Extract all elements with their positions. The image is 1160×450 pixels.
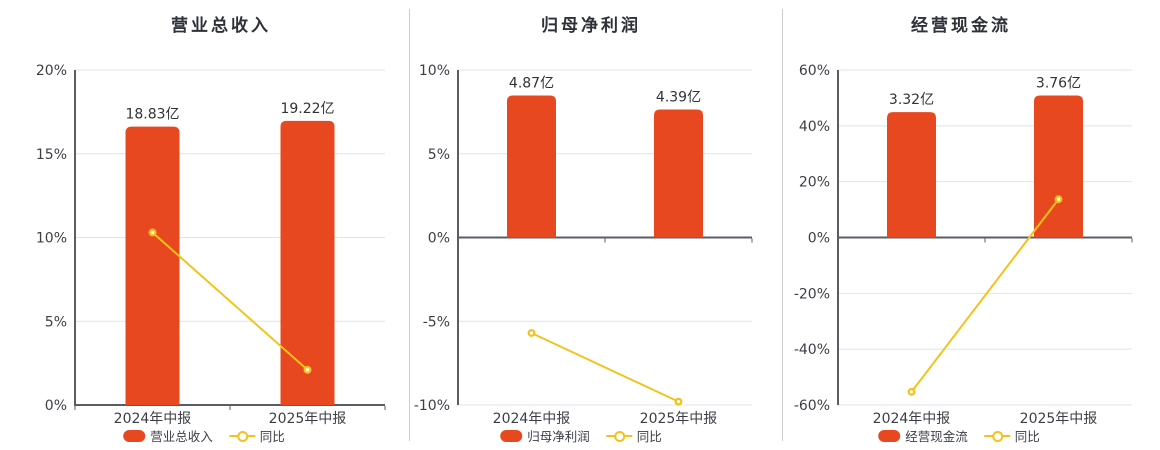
bar[interactable] [887, 112, 936, 238]
yoy-point-marker[interactable] [527, 329, 536, 337]
bar[interactable] [125, 126, 180, 405]
yoy-line [531, 332, 679, 403]
yoy-line [910, 198, 1060, 393]
bar-value-label: 19.22亿 [280, 101, 334, 117]
y-axis-tick-label: 20% [799, 175, 830, 191]
category-label: 2024年中报 [873, 411, 951, 427]
bar[interactable] [1034, 95, 1083, 238]
y-axis-tick-label: 40% [799, 119, 830, 135]
line-series-marker-icon [983, 430, 1010, 442]
bar-value-label: 3.76亿 [1036, 75, 1081, 91]
y-axis-tick-label: 0% [808, 231, 830, 247]
legend-item-yoy-line[interactable]: 同比 [983, 426, 1040, 445]
panel-divider [409, 9, 410, 441]
legend-label: 同比 [259, 429, 285, 444]
legend-label: 同比 [1014, 429, 1040, 444]
legend-revenue: 营业总收入 同比 [123, 426, 285, 445]
y-axis-tick-label: -20% [794, 286, 830, 302]
y-axis-tick-label: 5% [428, 147, 450, 163]
chart-title-cash-flow: 经营现金流 [911, 16, 1011, 36]
bar[interactable] [507, 95, 556, 238]
chart-panel-revenue: 0% 5% 10% 15% 20% 18.83亿 2024年中报 19.22亿 2025年中报 [36, 63, 386, 427]
bar-value-label: 3.32亿 [889, 92, 934, 108]
y-axis-tick-label: 60% [799, 63, 830, 79]
legend-cash-flow: 经营现金流 同比 [878, 426, 1040, 445]
y-axis-tick-label: 10% [36, 231, 67, 247]
bar-series-swatch-icon [123, 429, 146, 442]
bar[interactable] [654, 109, 703, 238]
panel-divider [782, 9, 783, 441]
legend-label: 经营现金流 [905, 429, 968, 444]
bar-value-label: 18.83亿 [125, 107, 179, 123]
yoy-point-marker[interactable] [303, 365, 312, 374]
chart-panel-net-profit: -10% -5% 0% 5% 10% 4.87亿 2024年中报 4.39亿 2025年中报 [414, 63, 753, 427]
y-axis-tick-label: -40% [794, 342, 830, 358]
chart-panel-cash-flow: -60% -40% -20% 0% 20% 40% 60% 3.32亿 2024年中报 3.76亿… [794, 63, 1133, 427]
bar-value-label: 4.39亿 [656, 89, 701, 105]
legend-label: 营业总收入 [150, 429, 213, 444]
bar[interactable] [280, 120, 335, 406]
legend-item-cash-flow-bar[interactable]: 经营现金流 [878, 426, 968, 445]
y-axis-tick-label: 0% [45, 398, 67, 414]
yoy-point-marker[interactable] [148, 228, 157, 237]
y-axis-tick-label: 15% [36, 147, 67, 163]
y-axis-tick-label: 10% [419, 63, 450, 79]
legend-item-revenue-bar[interactable]: 营业总收入 [123, 426, 213, 445]
y-axis-tick-label: -5% [423, 314, 450, 330]
chart-title-revenue: 营业总收入 [171, 16, 271, 36]
legend-label: 归母净利润 [527, 429, 590, 444]
y-axis-tick-label: 20% [36, 63, 67, 79]
category-label: 2025年中报 [269, 411, 347, 427]
yoy-point-marker[interactable] [674, 397, 683, 406]
y-axis-tick-label: -10% [414, 398, 450, 414]
bar-series-swatch-icon [878, 429, 901, 442]
y-axis-tick-label: 0% [428, 231, 450, 247]
bar-series-swatch-icon [500, 429, 523, 442]
category-label: 2024年中报 [493, 411, 571, 427]
y-axis-tick-label: 5% [45, 314, 67, 330]
yoy-point-marker[interactable] [1054, 195, 1063, 204]
yoy-line [151, 231, 309, 371]
yoy-point-marker[interactable] [907, 387, 916, 396]
y-axis-tick-label: -60% [794, 398, 830, 414]
category-label: 2025年中报 [640, 411, 718, 427]
category-label: 2025年中报 [1020, 411, 1098, 427]
line-series-marker-icon [605, 430, 632, 442]
category-label: 2024年中报 [114, 411, 192, 427]
bar-value-label: 4.87亿 [509, 75, 554, 91]
chart-title-net-profit: 归母净利润 [541, 16, 641, 36]
legend-item-yoy-line[interactable]: 同比 [605, 426, 662, 445]
legend-item-yoy-line[interactable]: 同比 [228, 426, 285, 445]
legend-item-net-profit-bar[interactable]: 归母净利润 [500, 426, 590, 445]
legend-net-profit: 归母净利润 同比 [500, 426, 662, 445]
legend-label: 同比 [636, 429, 662, 444]
line-series-marker-icon [228, 430, 255, 442]
